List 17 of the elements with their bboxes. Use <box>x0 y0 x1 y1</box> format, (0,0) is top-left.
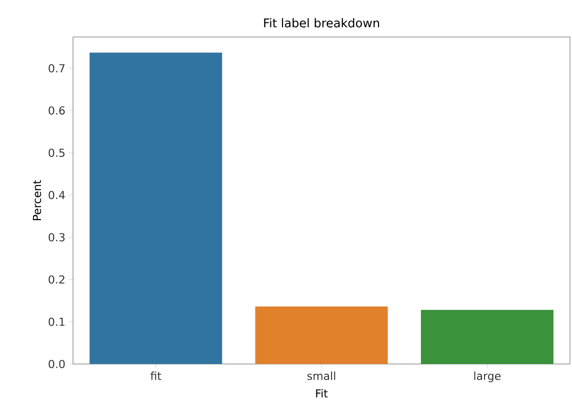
bar <box>420 310 554 364</box>
x-axis-title: Fit <box>316 389 328 398</box>
y-tick-label: 0.2 <box>48 275 64 284</box>
y-tick-label: 0.5 <box>48 148 65 157</box>
x-tick-label: small <box>307 372 336 380</box>
y-tick-label: 0.1 <box>48 318 64 326</box>
bar <box>255 306 388 364</box>
y-tick-label: 0.6 <box>48 106 65 115</box>
y-tick-label: 0.4 <box>48 190 65 200</box>
y-axis-title: Percent <box>32 180 42 220</box>
y-tick-label: 0.7 <box>48 64 65 72</box>
y-tick-label: 0.3 <box>48 233 65 242</box>
y-tick-label: 0.0 <box>48 360 65 368</box>
chart-title: Fit label breakdown <box>264 18 380 28</box>
x-tick-label: fit <box>150 372 162 380</box>
x-tick-label: large <box>474 372 501 382</box>
bar <box>90 52 222 364</box>
